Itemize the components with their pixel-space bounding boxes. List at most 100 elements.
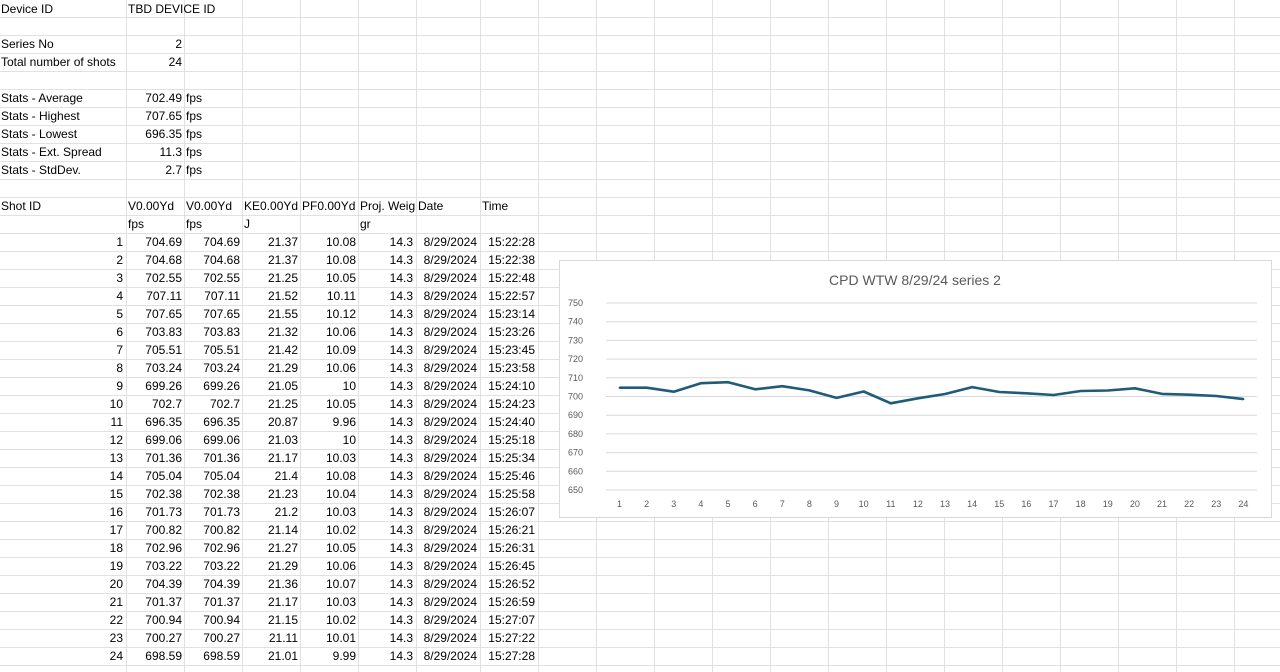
table-cell[interactable]: 702.7 bbox=[209, 397, 240, 411]
table-cell[interactable]: 702.7 bbox=[151, 397, 182, 411]
shot-id-cell[interactable]: 9 bbox=[116, 379, 123, 393]
table-cell[interactable]: 20.87 bbox=[267, 415, 298, 429]
table-cell[interactable]: 8/29/2024 bbox=[423, 433, 477, 447]
data-point[interactable] bbox=[971, 386, 974, 389]
table-cell[interactable]: 10.08 bbox=[325, 253, 356, 267]
table-cell[interactable]: 21.25 bbox=[267, 397, 298, 411]
table-cell[interactable]: 14.3 bbox=[389, 343, 413, 357]
table-cell[interactable]: 10.07 bbox=[325, 577, 356, 591]
series-no-label[interactable]: Series No bbox=[1, 37, 54, 51]
shot-id-cell[interactable]: 16 bbox=[109, 505, 123, 519]
table-cell[interactable]: 10.11 bbox=[326, 289, 356, 303]
table-cell[interactable]: 10.05 bbox=[325, 541, 356, 555]
data-point[interactable] bbox=[727, 381, 730, 384]
table-cell[interactable]: 21.42 bbox=[267, 343, 298, 357]
table-cell[interactable]: 8/29/2024 bbox=[423, 559, 477, 573]
data-point[interactable] bbox=[754, 388, 757, 391]
data-point[interactable] bbox=[699, 382, 702, 385]
header-pf[interactable]: PF0.00Yd bbox=[302, 199, 356, 213]
total-shots-value[interactable]: 24 bbox=[168, 55, 182, 69]
stat-value[interactable]: 707.65 bbox=[145, 109, 182, 123]
shot-id-cell[interactable]: 19 bbox=[109, 559, 123, 573]
table-cell[interactable]: 14.3 bbox=[389, 595, 413, 609]
series-line[interactable] bbox=[619, 380, 1244, 405]
shot-id-cell[interactable]: 3 bbox=[116, 271, 123, 285]
table-cell[interactable]: 703.24 bbox=[145, 361, 182, 375]
table-cell[interactable]: 705.04 bbox=[203, 469, 240, 483]
table-cell[interactable]: 699.26 bbox=[145, 379, 182, 393]
table-cell[interactable]: 21.52 bbox=[267, 289, 298, 303]
table-cell[interactable]: 14.3 bbox=[389, 523, 413, 537]
table-cell[interactable]: 702.55 bbox=[145, 271, 182, 285]
table-cell[interactable]: 8/29/2024 bbox=[423, 487, 477, 501]
data-point[interactable] bbox=[944, 392, 947, 395]
series-no-value[interactable]: 2 bbox=[175, 37, 182, 51]
table-cell[interactable]: 704.68 bbox=[145, 253, 182, 267]
table-cell[interactable]: 14.3 bbox=[389, 415, 413, 429]
table-cell[interactable]: 703.83 bbox=[203, 325, 240, 339]
table-cell[interactable]: 14.3 bbox=[389, 361, 413, 375]
shot-id-cell[interactable]: 18 bbox=[109, 541, 123, 555]
table-cell[interactable]: 8/29/2024 bbox=[423, 271, 477, 285]
table-cell[interactable]: 21.27 bbox=[267, 541, 298, 555]
table-cell[interactable]: 21.29 bbox=[267, 361, 298, 375]
shot-id-cell[interactable]: 6 bbox=[116, 325, 123, 339]
stat-unit[interactable]: fps bbox=[186, 163, 203, 177]
shot-id-cell[interactable]: 17 bbox=[109, 523, 123, 537]
table-cell[interactable]: 704.69 bbox=[145, 235, 182, 249]
header-shot-id[interactable]: Shot ID bbox=[1, 199, 42, 213]
table-cell[interactable]: 699.26 bbox=[203, 379, 240, 393]
table-cell[interactable]: 10.08 bbox=[325, 469, 356, 483]
table-cell[interactable]: 15:24:40 bbox=[488, 415, 535, 429]
table-cell[interactable]: 15:22:28 bbox=[488, 235, 535, 249]
table-cell[interactable]: 707.65 bbox=[203, 307, 240, 321]
table-cell[interactable]: 8/29/2024 bbox=[423, 235, 477, 249]
table-cell[interactable]: 704.69 bbox=[203, 235, 240, 249]
table-cell[interactable]: 15:24:10 bbox=[488, 379, 535, 393]
table-cell[interactable]: 14.3 bbox=[389, 271, 413, 285]
shot-id-cell[interactable]: 11 bbox=[110, 415, 123, 429]
shot-id-cell[interactable]: 15 bbox=[109, 487, 123, 501]
stat-label[interactable]: Stats - Ext. Spread bbox=[1, 145, 102, 159]
table-cell[interactable]: 701.36 bbox=[145, 451, 182, 465]
table-cell[interactable]: 700.94 bbox=[203, 613, 240, 627]
table-cell[interactable]: 14.3 bbox=[389, 307, 413, 321]
stat-value[interactable]: 2.7 bbox=[165, 163, 182, 177]
table-cell[interactable]: 702.38 bbox=[145, 487, 182, 501]
data-point[interactable] bbox=[1133, 387, 1136, 390]
table-cell[interactable]: 10 bbox=[342, 379, 356, 393]
data-point[interactable] bbox=[618, 386, 621, 389]
header-ke[interactable]: KE0.00Yd bbox=[244, 199, 299, 213]
table-cell[interactable]: 15:23:58 bbox=[488, 361, 535, 375]
stat-value[interactable]: 11.3 bbox=[159, 145, 182, 159]
stat-unit[interactable]: fps bbox=[186, 109, 203, 123]
table-cell[interactable]: 8/29/2024 bbox=[423, 469, 477, 483]
table-cell[interactable]: 15:26:59 bbox=[488, 595, 535, 609]
table-cell[interactable]: 702.55 bbox=[203, 271, 240, 285]
table-cell[interactable]: 14.3 bbox=[389, 649, 413, 663]
table-cell[interactable]: 14.3 bbox=[389, 451, 413, 465]
table-cell[interactable]: 10 bbox=[342, 433, 356, 447]
table-cell[interactable]: 14.3 bbox=[389, 433, 413, 447]
table-cell[interactable]: 703.24 bbox=[203, 361, 240, 375]
table-cell[interactable]: 707.11 bbox=[146, 289, 182, 303]
device-id-label[interactable]: Device ID bbox=[1, 2, 54, 16]
data-point[interactable] bbox=[645, 386, 648, 389]
shot-id-cell[interactable]: 21 bbox=[109, 595, 123, 609]
data-point[interactable] bbox=[889, 402, 892, 405]
shot-id-cell[interactable]: 20 bbox=[109, 577, 123, 591]
table-cell[interactable]: 8/29/2024 bbox=[423, 451, 477, 465]
table-cell[interactable]: 8/29/2024 bbox=[423, 361, 477, 375]
table-cell[interactable]: 9.96 bbox=[332, 415, 356, 429]
table-cell[interactable]: 21.17 bbox=[267, 451, 298, 465]
table-cell[interactable]: 8/29/2024 bbox=[423, 523, 477, 537]
table-cell[interactable]: 21.23 bbox=[267, 487, 298, 501]
shot-id-cell[interactable]: 4 bbox=[116, 289, 123, 303]
stat-label[interactable]: Stats - Average bbox=[1, 91, 83, 105]
stat-unit[interactable]: fps bbox=[186, 91, 203, 105]
table-cell[interactable]: 14.3 bbox=[389, 631, 413, 645]
table-cell[interactable]: 8/29/2024 bbox=[423, 289, 477, 303]
stat-label[interactable]: Stats - StdDev. bbox=[1, 163, 81, 177]
header-v0-a[interactable]: V0.00Yd bbox=[128, 199, 175, 213]
table-cell[interactable]: 700.94 bbox=[145, 613, 182, 627]
